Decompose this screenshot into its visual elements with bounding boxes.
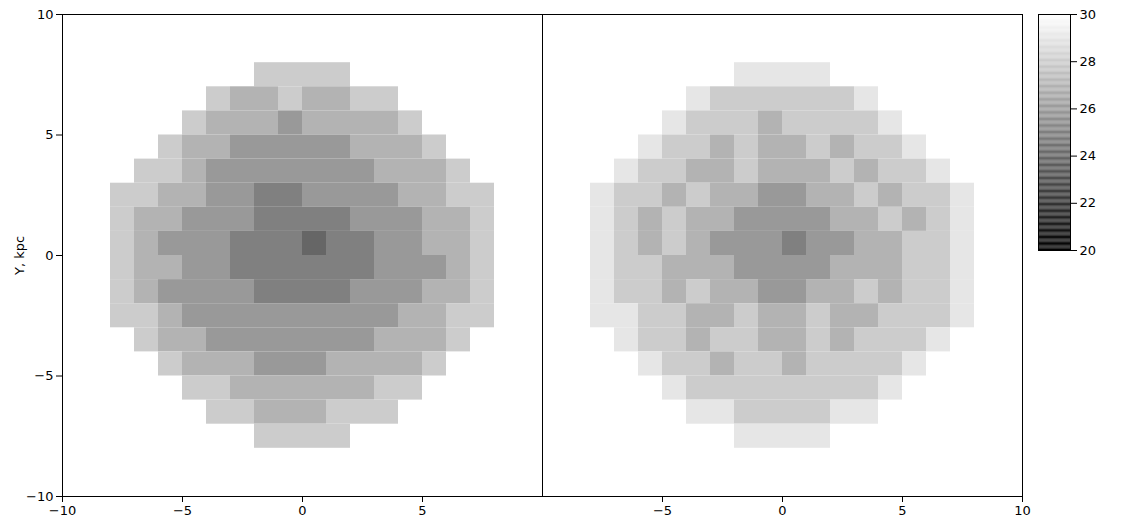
svg-text:5: 5 bbox=[418, 503, 426, 518]
svg-text:−10: −10 bbox=[26, 489, 53, 504]
svg-text:−5: −5 bbox=[653, 503, 672, 518]
svg-text:0: 0 bbox=[778, 503, 786, 518]
svg-text:0: 0 bbox=[298, 503, 306, 518]
svg-text:5: 5 bbox=[898, 503, 906, 518]
svg-text:20: 20 bbox=[1080, 243, 1097, 258]
svg-text:Y, kpc: Y, kpc bbox=[12, 236, 27, 276]
svg-text:−5: −5 bbox=[34, 368, 53, 383]
svg-text:−10: −10 bbox=[49, 503, 76, 518]
svg-text:−5: −5 bbox=[173, 503, 192, 518]
svg-text:5: 5 bbox=[45, 127, 53, 142]
svg-text:22: 22 bbox=[1080, 195, 1097, 210]
svg-text:10: 10 bbox=[37, 7, 54, 22]
svg-text:10: 10 bbox=[1014, 503, 1031, 518]
svg-text:28: 28 bbox=[1080, 54, 1097, 69]
svg-text:30: 30 bbox=[1080, 7, 1097, 22]
svg-text:24: 24 bbox=[1080, 148, 1097, 163]
svg-text:0: 0 bbox=[45, 248, 53, 263]
svg-text:26: 26 bbox=[1080, 101, 1097, 116]
